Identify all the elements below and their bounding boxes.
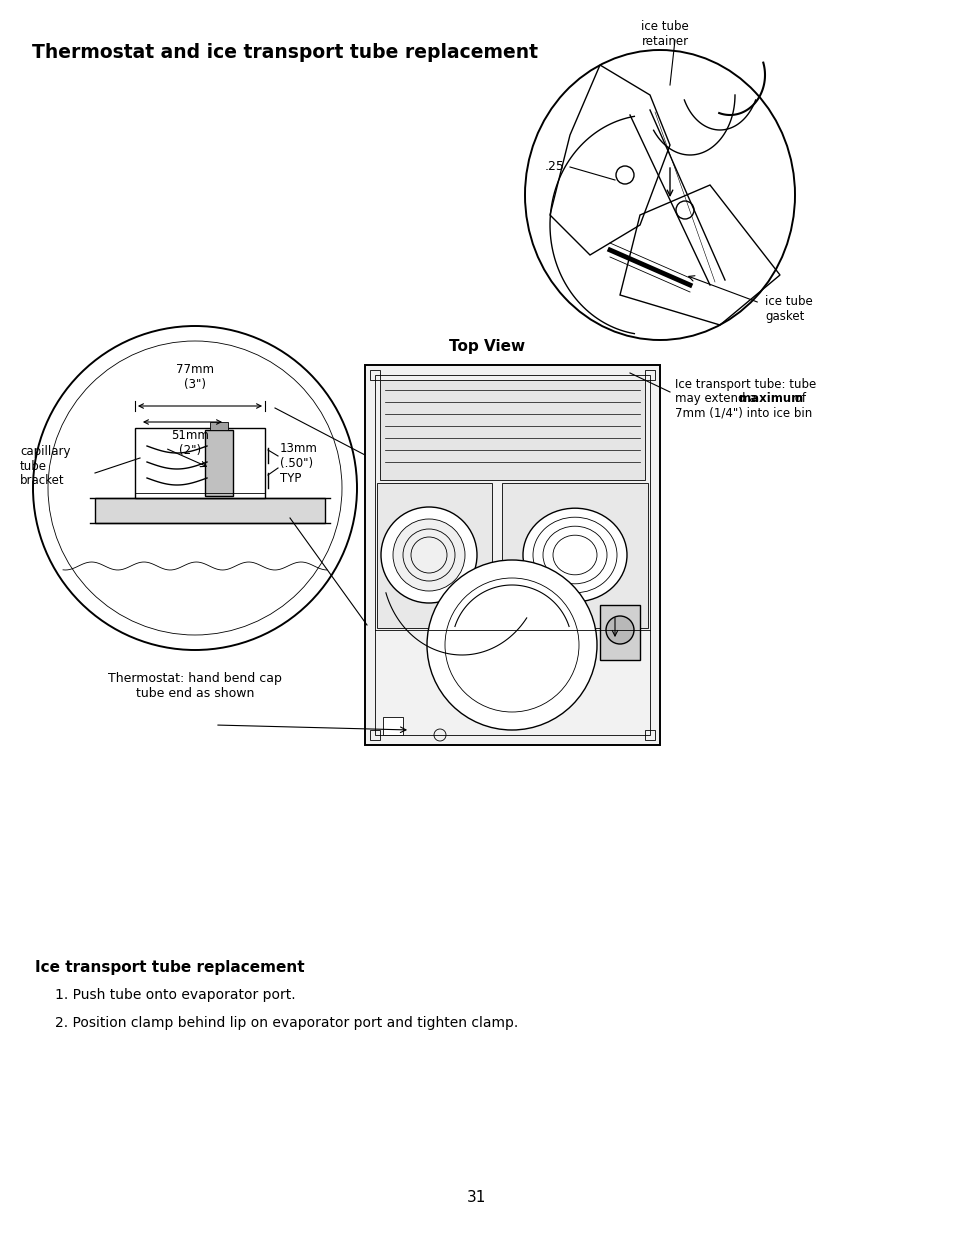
Bar (644, 370, 655, 380)
Text: Thermostat: hand bend cap
tube end as shown: Thermostat: hand bend cap tube end as sh… (108, 672, 282, 700)
Bar (375, 375, 649, 735)
Bar (205, 430, 233, 496)
Bar (376, 483, 492, 629)
Bar (370, 730, 379, 740)
Text: .25: .25 (544, 161, 564, 173)
Text: ice tube
retainer: ice tube retainer (640, 20, 688, 48)
Bar (365, 366, 659, 745)
Bar (382, 718, 402, 735)
Text: Thermostat and ice transport tube replacement: Thermostat and ice transport tube replac… (32, 43, 537, 62)
Text: 2. Position clamp behind lip on evaporator port and tighten clamp.: 2. Position clamp behind lip on evaporat… (55, 1016, 517, 1030)
Text: Ice transport tube replacement: Ice transport tube replacement (35, 960, 304, 974)
Ellipse shape (522, 508, 626, 601)
Text: maximum: maximum (739, 391, 802, 405)
Text: 1. Push tube onto evaporator port.: 1. Push tube onto evaporator port. (55, 988, 295, 1002)
Circle shape (427, 559, 597, 730)
Bar (501, 483, 647, 629)
Text: capillary
tube
bracket: capillary tube bracket (20, 445, 71, 488)
Text: 77mm
(3"): 77mm (3") (175, 363, 213, 391)
Text: Top View: Top View (449, 340, 524, 354)
Text: 31: 31 (467, 1191, 486, 1205)
Bar (210, 422, 228, 430)
Text: of: of (790, 391, 805, 405)
Circle shape (605, 616, 634, 643)
Bar (599, 605, 639, 659)
Bar (135, 429, 265, 498)
Circle shape (380, 508, 476, 603)
Bar (95, 498, 325, 522)
Text: ice tube
gasket: ice tube gasket (764, 295, 812, 324)
Text: 7mm (1/4") into ice bin: 7mm (1/4") into ice bin (675, 406, 811, 419)
Circle shape (393, 519, 464, 592)
Text: may extend a: may extend a (675, 391, 760, 405)
Bar (644, 730, 655, 740)
Text: 13mm
(.50")
TYP: 13mm (.50") TYP (280, 441, 317, 484)
Text: 51mm
(2"): 51mm (2") (171, 429, 209, 457)
Text: Ice transport tube: tube: Ice transport tube: tube (675, 378, 816, 391)
Bar (379, 380, 644, 480)
Bar (370, 370, 379, 380)
